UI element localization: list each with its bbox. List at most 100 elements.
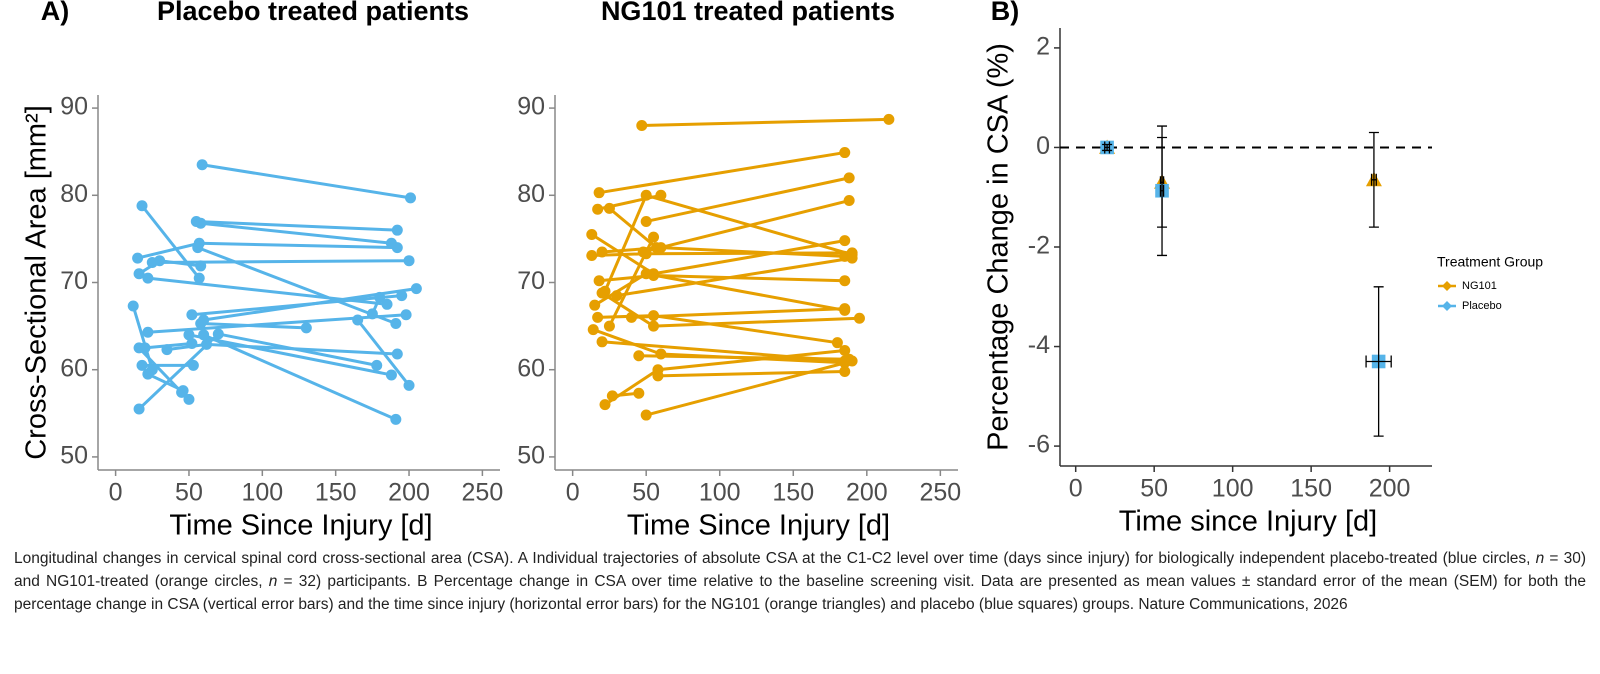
point [381,298,393,310]
trajectory [188,333,392,377]
point [586,249,598,261]
x-axis-title: Time since Injury [d] [1119,506,1377,538]
point [853,312,865,324]
x-tick-label: 50 [1140,475,1168,503]
panel-label: A) [41,0,70,26]
point [839,275,851,287]
x-tick-label: 0 [109,479,123,507]
point [839,303,851,315]
legend-label: Placebo [1462,300,1502,312]
point [652,370,664,382]
point [831,337,843,349]
trajectory [601,340,845,363]
point [593,275,605,287]
point [596,336,608,348]
point [405,192,417,204]
y-tick-label: -4 [1028,331,1050,359]
y-tick-label: 50 [517,442,545,470]
point [193,272,205,284]
point [139,342,151,354]
y-tick-label: 80 [60,180,88,208]
y-tick-label: 2 [1036,33,1050,61]
point [196,159,208,171]
x-tick-label: 50 [175,479,203,507]
x-tick-label: 200 [388,479,430,507]
y-tick-label: 60 [517,354,545,382]
x-tick-label: 150 [1290,475,1332,503]
trajectory [200,221,392,245]
point [195,317,207,329]
point [846,252,858,264]
legend-title: Treatment Group [1437,254,1543,270]
trajectory [657,369,845,378]
x-tick-label: 150 [315,479,357,507]
y-axis-title: Percentage Change in CSA (%) [983,43,1015,451]
point [599,399,611,411]
point [396,290,408,302]
point [655,242,667,254]
point [212,328,224,340]
y-tick-label: 90 [60,93,88,121]
point [843,195,855,207]
x-error-bar [1159,184,1165,197]
trajectory [642,199,850,254]
y-tick-label: 0 [1036,132,1050,160]
caption-text: = 30) and NG101-treated (orange circles, [14,550,1586,590]
legend-label: NG101 [1462,280,1497,292]
point [186,309,198,321]
point [136,200,148,212]
x-axis-title: Time Since Injury [d] [169,510,432,542]
point [633,387,645,399]
y-tick-label: 60 [60,354,88,382]
point [154,255,166,267]
point [603,320,615,332]
point [366,308,378,320]
point [586,229,598,241]
point [611,290,623,302]
caption-text: n [1535,550,1545,567]
point [142,368,154,380]
point [593,187,605,199]
point [385,369,397,381]
trajectory [197,246,397,325]
point [132,252,144,264]
point [846,355,858,367]
y-tick-label: 80 [517,180,545,208]
caption: Longitudinal changes in cervical spinal … [14,547,1586,616]
trajectory [608,236,655,327]
x-tick-label: 50 [632,479,660,507]
trajectory [203,333,397,421]
chart: 0 50 100 150 200 -6 -4 -2 0 2 B) Time since Injury … [983,0,1544,538]
legend-swatch [1442,281,1452,291]
caption-text: Longitudinal changes in cervical spinal … [14,550,1536,567]
point [839,235,851,247]
trajectory [147,313,407,334]
point [352,314,364,326]
trajectory [598,151,845,195]
point [400,309,412,321]
point [603,202,615,214]
point [391,242,403,254]
point [648,231,660,243]
point [648,320,660,332]
trajectory [616,256,853,298]
x-tick-label: 0 [1069,475,1083,503]
chart: 0 50 100 150 200 250 50 60 70 80 90 NG101 treated p… [517,0,961,542]
chart-title: NG101 treated patients [601,0,895,26]
x-error-bar [1370,173,1377,186]
point [640,409,652,421]
trajectory [645,176,850,223]
x-error-bar [1365,355,1392,368]
x-tick-label: 250 [919,479,961,507]
chart-title: Placebo treated patients [157,0,469,26]
point [589,299,601,311]
point [192,242,204,254]
point [587,324,599,336]
point [640,189,652,201]
point [133,268,145,280]
point [640,215,652,227]
x-tick-label: 200 [1369,475,1411,503]
trajectory [201,163,411,200]
